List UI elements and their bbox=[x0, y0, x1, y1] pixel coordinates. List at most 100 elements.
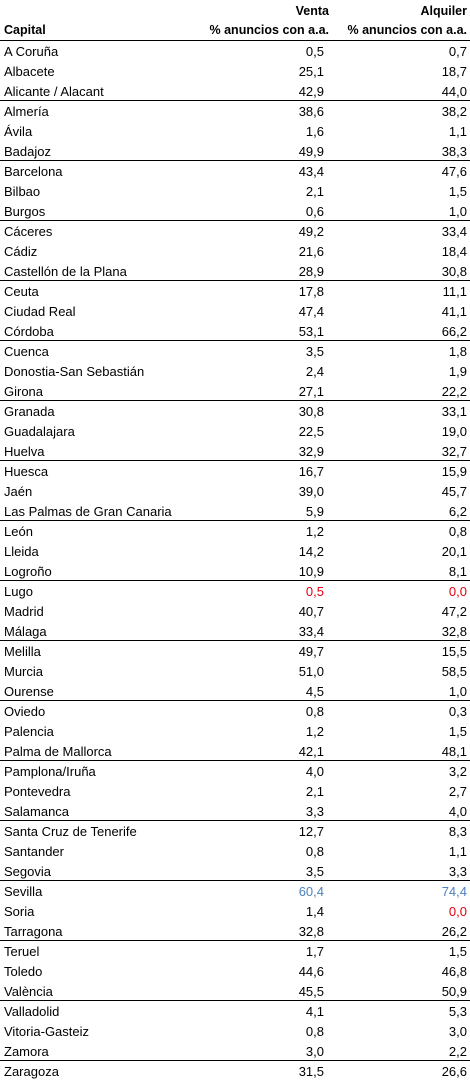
cell-alquiler: 48,1 bbox=[441, 744, 467, 759]
cell-venta: 5,9 bbox=[305, 504, 324, 519]
cell-capital: Melilla bbox=[4, 644, 41, 659]
cell-alquiler: 20,1 bbox=[441, 544, 467, 559]
cell-venta: 2,1 bbox=[305, 784, 324, 799]
cell-venta: 21,6 bbox=[298, 244, 324, 259]
cell-venta: 10,9 bbox=[298, 564, 324, 579]
table-row: Almería 38,6 38,2 bbox=[0, 101, 470, 121]
cell-capital: Cáceres bbox=[4, 224, 53, 239]
table-row: Ceuta 17,8 11,1 bbox=[0, 281, 470, 301]
cell-alquiler: 1,0 bbox=[448, 684, 467, 699]
cell-capital: Alicante / Alacant bbox=[4, 84, 104, 99]
table-row: Guadalajara 22,5 19,0 bbox=[0, 421, 470, 441]
cell-alquiler: 1,0 bbox=[448, 204, 467, 219]
cell-alquiler: 1,5 bbox=[448, 724, 467, 739]
cell-alquiler: 32,7 bbox=[441, 444, 467, 459]
cell-capital: A Coruña bbox=[4, 44, 59, 59]
table-row: Las Palmas de Gran Canaria 5,9 6,2 bbox=[0, 501, 470, 521]
cell-capital: Santa Cruz de Tenerife bbox=[4, 824, 137, 839]
table-row: Alicante / Alacant 42,9 44,0 bbox=[0, 81, 470, 101]
cell-venta: 60,4 bbox=[298, 884, 324, 899]
cell-capital: Segovia bbox=[4, 864, 51, 879]
table-row: Girona 27,1 22,2 bbox=[0, 381, 470, 401]
cell-capital: Córdoba bbox=[4, 324, 54, 339]
cell-capital: Girona bbox=[4, 384, 44, 399]
cell-capital: Murcia bbox=[4, 664, 44, 679]
cell-alquiler: 30,8 bbox=[441, 264, 467, 279]
cell-venta: 1,7 bbox=[305, 944, 324, 959]
cell-venta: 1,2 bbox=[305, 724, 324, 739]
cell-capital: Palencia bbox=[4, 724, 54, 739]
cell-venta: 25,1 bbox=[298, 64, 324, 79]
cell-alquiler: 41,1 bbox=[441, 304, 467, 319]
cell-capital: València bbox=[4, 984, 53, 999]
cell-alquiler: 33,4 bbox=[441, 224, 467, 239]
table-row: Palencia 1,2 1,5 bbox=[0, 721, 470, 741]
cell-alquiler: 5,3 bbox=[448, 1004, 467, 1019]
table-row: Salamanca 3,3 4,0 bbox=[0, 801, 470, 821]
cell-alquiler: 11,1 bbox=[442, 284, 467, 299]
cell-capital: Soria bbox=[4, 904, 35, 919]
cell-alquiler: 0,3 bbox=[448, 704, 467, 719]
table-row: Cáceres 49,2 33,4 bbox=[0, 221, 470, 241]
cell-alquiler: 4,0 bbox=[448, 804, 467, 819]
cell-capital: León bbox=[4, 524, 33, 539]
cell-venta: 27,1 bbox=[298, 384, 324, 399]
cell-capital: Bilbao bbox=[4, 184, 41, 199]
cell-venta: 38,6 bbox=[298, 104, 324, 119]
cell-venta: 0,8 bbox=[305, 704, 324, 719]
table-row: Huelva 32,9 32,7 bbox=[0, 441, 470, 461]
cell-alquiler: 15,5 bbox=[441, 644, 467, 659]
cell-alquiler: 44,0 bbox=[441, 84, 467, 99]
table-row: Ávila 1,6 1,1 bbox=[0, 121, 470, 141]
table-row: Santa Cruz de Tenerife 12,7 8,3 bbox=[0, 821, 470, 841]
cell-alquiler: 0,0 bbox=[448, 584, 467, 599]
cell-alquiler: 32,8 bbox=[441, 624, 467, 639]
cell-alquiler: 47,2 bbox=[441, 604, 467, 619]
cell-capital: Oviedo bbox=[4, 704, 46, 719]
cell-capital: Lleida bbox=[4, 544, 39, 559]
table-row: Logroño 10,9 8,1 bbox=[0, 561, 470, 581]
cell-capital: Toledo bbox=[4, 964, 43, 979]
cell-capital: Ávila bbox=[4, 124, 33, 139]
cell-venta: 42,1 bbox=[298, 744, 324, 759]
cell-capital: Santander bbox=[4, 844, 64, 859]
cell-capital: Albacete bbox=[4, 64, 55, 79]
cell-venta: 4,5 bbox=[305, 684, 324, 699]
cell-venta: 4,0 bbox=[305, 764, 324, 779]
table-row: Melilla 49,7 15,5 bbox=[0, 641, 470, 661]
table-body: A Coruña 0,5 0,7 Albacete 25,1 18,7 Alicante /… bbox=[0, 41, 470, 1081]
cell-venta: 49,2 bbox=[298, 224, 324, 239]
cell-capital: Granada bbox=[4, 404, 55, 419]
column-header-alquiler: Alquiler bbox=[420, 4, 467, 18]
table-row: Pamplona/Iruña 4,0 3,2 bbox=[0, 761, 470, 781]
cell-capital: Jaén bbox=[4, 484, 33, 499]
cell-venta: 47,4 bbox=[298, 304, 324, 319]
cell-venta: 16,7 bbox=[298, 464, 324, 479]
cell-alquiler: 33,1 bbox=[441, 404, 467, 419]
table-row: Huesca 16,7 15,9 bbox=[0, 461, 470, 481]
cell-alquiler: 1,1 bbox=[448, 124, 467, 139]
table-row: Murcia 51,0 58,5 bbox=[0, 661, 470, 681]
cell-alquiler: 18,7 bbox=[441, 64, 467, 79]
table-row: Segovia 3,5 3,3 bbox=[0, 861, 470, 881]
cell-venta: 3,5 bbox=[305, 344, 324, 359]
cell-venta: 53,1 bbox=[298, 324, 324, 339]
table-row: Ciudad Real 47,4 41,1 bbox=[0, 301, 470, 321]
cell-alquiler: 58,5 bbox=[441, 664, 467, 679]
cell-alquiler: 50,9 bbox=[441, 984, 467, 999]
cell-alquiler: 26,2 bbox=[441, 924, 467, 939]
cell-alquiler: 3,2 bbox=[448, 764, 467, 779]
cell-alquiler: 47,6 bbox=[441, 164, 467, 179]
cell-venta: 44,6 bbox=[298, 964, 324, 979]
table-row: Palma de Mallorca 42,1 48,1 bbox=[0, 741, 470, 761]
table-row: Donostia-San Sebastián 2,4 1,9 bbox=[0, 361, 470, 381]
table-row: Valladolid 4,1 5,3 bbox=[0, 1001, 470, 1021]
cell-alquiler: 2,7 bbox=[448, 784, 467, 799]
cell-venta: 0,6 bbox=[305, 204, 324, 219]
table-row: Toledo 44,6 46,8 bbox=[0, 961, 470, 981]
cell-venta: 51,0 bbox=[298, 664, 324, 679]
cell-venta: 2,1 bbox=[305, 184, 324, 199]
table-row: Pontevedra 2,1 2,7 bbox=[0, 781, 470, 801]
table-row: Badajoz 49,9 38,3 bbox=[0, 141, 470, 161]
cell-alquiler: 1,8 bbox=[448, 344, 467, 359]
